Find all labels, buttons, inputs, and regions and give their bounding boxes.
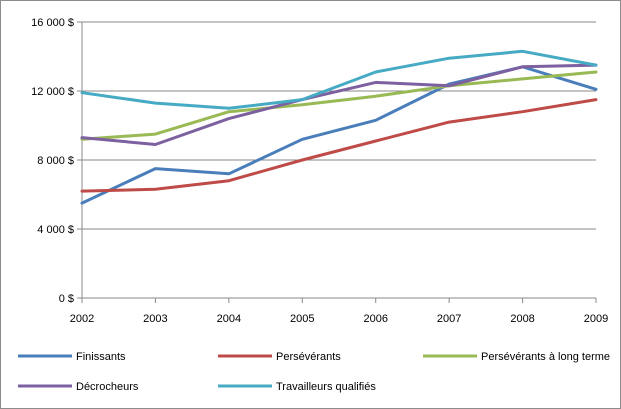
y-tick-label: 4 000 $ xyxy=(37,224,74,236)
series-line-persévérants xyxy=(80,98,598,193)
x-tick-labels: 2002 2003 2004 2005 2006 2007 2008 2009 xyxy=(70,313,608,325)
x-tick-label: 2008 xyxy=(510,313,534,325)
series-line-travailleurs-qualifiés xyxy=(80,49,598,110)
y-tick-label: 8 000 $ xyxy=(37,155,74,167)
legend-label: Persévérants xyxy=(276,351,341,363)
legend-label: Travailleurs qualifiés xyxy=(276,381,376,393)
y-tick-label: 0 $ xyxy=(59,293,74,305)
x-tick-label: 2007 xyxy=(437,313,461,325)
x-tick-label: 2002 xyxy=(70,313,94,325)
axes xyxy=(77,21,597,303)
x-tick-label: 2004 xyxy=(217,313,241,325)
x-tick-label: 2003 xyxy=(143,313,167,325)
legend-label: Décrocheurs xyxy=(76,381,139,393)
legend: Finissants Persévérants Persévérants à lon… xyxy=(18,351,610,393)
y-tick-label: 16 000 $ xyxy=(31,17,74,29)
series-line-persévérants-à-long-terme xyxy=(80,70,598,141)
series-line-décrocheurs xyxy=(80,63,598,146)
x-tick-label: 2009 xyxy=(584,313,608,325)
legend-label: Persévérants à long terme xyxy=(481,351,610,363)
legend-label: Finissants xyxy=(76,351,126,363)
y-tick-label: 12 000 $ xyxy=(31,86,74,98)
series-lines xyxy=(80,49,598,205)
x-tick-label: 2005 xyxy=(290,313,314,325)
y-tick-labels: 0 $ 4 000 $ 8 000 $ 12 000 $ 16 000 $ xyxy=(31,17,74,305)
x-tick-label: 2006 xyxy=(363,313,387,325)
